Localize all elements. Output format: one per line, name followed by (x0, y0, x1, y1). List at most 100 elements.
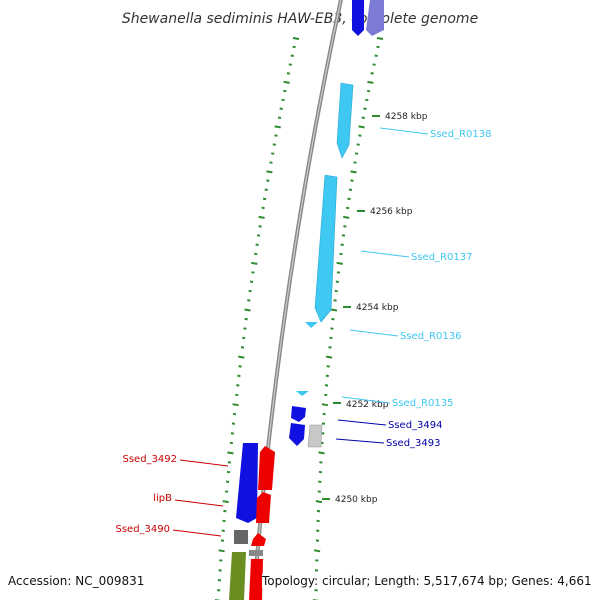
gene-label-ssed-r0136[interactable]: Ssed_R0136 (400, 331, 461, 342)
gene-label-ssed-3492[interactable]: Ssed_3492 (122, 454, 177, 465)
tick-mark (325, 355, 333, 359)
tick-mark (354, 152, 359, 155)
tick-mark (343, 215, 350, 219)
tick-mark (336, 261, 343, 265)
gene-label-ssed-r0135[interactable]: Ssed_R0135 (392, 398, 453, 409)
tick-mark (318, 480, 322, 483)
tick-mark (363, 107, 367, 110)
tick-mark (329, 336, 333, 340)
tick-mark (238, 355, 245, 359)
tick-mark (219, 559, 223, 562)
tick-mark (316, 519, 320, 523)
tick-mark (334, 289, 338, 293)
tick-mark (374, 54, 378, 57)
tick-mark (322, 412, 326, 416)
tick-mark (217, 589, 221, 592)
gene-ssed-r0135[interactable] (296, 391, 309, 396)
kbp-label-4258: 4258 kbp (385, 112, 428, 122)
tick-mark (264, 188, 268, 191)
tick-mark (271, 152, 275, 155)
tick-mark (353, 161, 357, 164)
tick-mark (347, 197, 351, 201)
tick-mark (274, 134, 278, 137)
inner-tick-ring (215, 37, 300, 600)
tick-mark (336, 271, 341, 274)
tick-mark (376, 45, 380, 49)
tick-mark (319, 461, 323, 464)
tick-mark (358, 134, 362, 137)
gene-label-ssed-3494[interactable]: Ssed_3494 (388, 420, 443, 431)
gene-label-ssed-3490[interactable]: Ssed_3490 (115, 524, 170, 535)
tick-mark (321, 422, 326, 425)
tick-mark (232, 403, 239, 407)
gene-label-ssed-3493[interactable]: Ssed_3493 (386, 438, 441, 449)
gene-label-ssed-r0137[interactable]: Ssed_R0137 (411, 252, 472, 263)
tick-mark (266, 179, 270, 182)
tick-mark (283, 89, 287, 93)
gene-top-lavender[interactable] (366, 0, 384, 36)
tick-mark (350, 170, 357, 174)
tick-mark (224, 490, 229, 493)
tick-mark (292, 37, 300, 40)
tick-mark (222, 519, 226, 523)
gene-ssed-3490-reverse[interactable] (251, 533, 266, 546)
tick-mark (218, 549, 225, 553)
tick-mark (330, 327, 334, 330)
tick-mark (328, 346, 332, 349)
gene-ssed-3492-reverse[interactable] (258, 446, 275, 490)
gene-ssed-3494[interactable] (291, 406, 306, 422)
gene-grey-3493b[interactable] (307, 424, 323, 448)
tick-mark (243, 327, 247, 330)
tick-mark (222, 500, 229, 504)
tick-mark (350, 179, 354, 182)
gene-label-ssed-r0138[interactable]: Ssed_R0138 (430, 129, 491, 140)
kbp-label-4256: 4256 kbp (370, 207, 413, 217)
tick-mark (256, 234, 261, 237)
tick-mark (283, 80, 290, 84)
tick-mark (365, 98, 369, 102)
gene-ssed-3492-forward[interactable] (236, 443, 258, 523)
tick-mark (339, 252, 343, 256)
tick-mark (314, 589, 318, 592)
gene-small-grey[interactable] (249, 550, 263, 556)
gene-top-forward[interactable] (352, 0, 364, 36)
tick-mark (286, 72, 291, 75)
tick-mark (324, 384, 329, 387)
gene-ssed-3490-grey[interactable] (234, 530, 248, 544)
tick-mark (281, 98, 285, 102)
gene-ssed-r0137[interactable] (314, 174, 338, 323)
tick-mark (356, 143, 360, 146)
gene-lipb[interactable] (256, 492, 271, 523)
tick-mark (366, 89, 371, 93)
tick-mark (225, 480, 230, 483)
tick-mark (251, 271, 255, 274)
tick-mark (321, 403, 329, 407)
gene-bottom-red[interactable] (249, 559, 263, 600)
tick-mark (343, 225, 347, 228)
tick-mark (315, 559, 319, 562)
tick-mark (315, 539, 320, 542)
tick-mark (223, 509, 227, 513)
tick-mark (262, 197, 267, 201)
gene-bottom-olive[interactable] (229, 552, 246, 600)
tick-mark (358, 125, 365, 129)
tick-mark (290, 54, 294, 57)
tick-mark (247, 299, 251, 302)
gene-ssed-r0136[interactable] (305, 322, 318, 328)
tick-mark (348, 188, 353, 191)
tick-mark (236, 384, 240, 387)
kbp-label-4252: 4252 kbp (346, 400, 389, 410)
map-title: Shewanella sediminis HAW-EB3, complete g… (122, 11, 478, 27)
gene-label-lipb[interactable]: lipB (153, 493, 172, 504)
gene-ssed-r0138[interactable] (336, 82, 354, 159)
topology-text: Topology: circular; Length: 5,517,674 bp… (262, 574, 592, 588)
tick-mark (292, 45, 296, 49)
tick-mark (326, 365, 330, 368)
tick-mark (217, 579, 222, 582)
tick-mark (231, 422, 236, 425)
gene-ssed-3493[interactable] (289, 423, 305, 446)
tick-mark (317, 490, 321, 493)
tick-mark (341, 234, 346, 237)
tick-mark (240, 346, 245, 349)
tick-mark (345, 206, 350, 210)
